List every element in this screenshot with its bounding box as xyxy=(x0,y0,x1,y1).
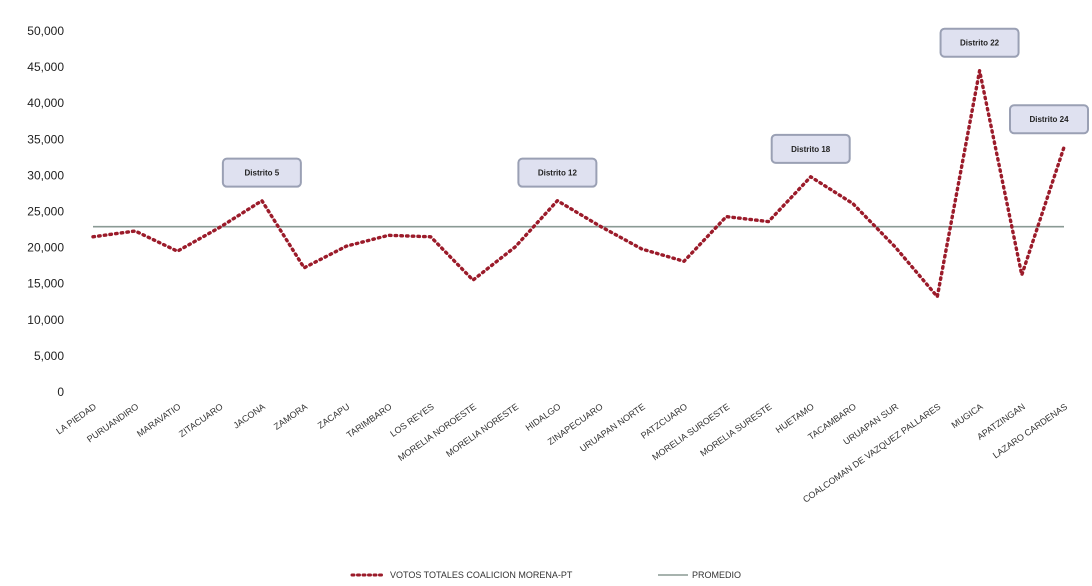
callout-label: Distrito 12 xyxy=(538,169,578,178)
x-tick-label: ZAMORA xyxy=(272,401,309,431)
callout-label: Distrito 5 xyxy=(245,169,280,178)
x-tick-label: LAZARO CARDENAS xyxy=(991,401,1069,460)
callout-label: Distrito 18 xyxy=(791,145,831,154)
y-tick-label: 35,000 xyxy=(27,132,64,146)
votes-line-group xyxy=(91,69,1066,299)
callout-label: Distrito 22 xyxy=(960,39,1000,48)
callout-box: Distrito 18 xyxy=(770,133,851,164)
x-tick-label: MORELIA NORESTE xyxy=(444,401,520,459)
x-tick-label: ZACAPU xyxy=(316,401,352,430)
series-line-votos xyxy=(91,69,1066,299)
callout-frame xyxy=(939,27,1020,58)
y-tick-label: 30,000 xyxy=(27,168,64,182)
x-tick-label: MORELIA SURESTE xyxy=(698,401,773,458)
y-tick-label: 0 xyxy=(57,385,64,399)
y-tick-label: 45,000 xyxy=(27,60,64,74)
x-tick-label: MARAVATIO xyxy=(135,401,183,438)
callout-box: Distrito 24 xyxy=(1009,104,1089,135)
callout-box: Distrito 5 xyxy=(221,157,302,188)
y-tick-label: 15,000 xyxy=(27,277,64,291)
callout-frame xyxy=(1009,104,1089,135)
y-tick-label: 10,000 xyxy=(27,313,64,327)
callout-frame xyxy=(517,157,598,188)
legend: VOTOS TOTALES COALICION MORENA-PT PROMED… xyxy=(350,570,741,580)
legend-average-label: PROMEDIO xyxy=(692,570,741,580)
y-tick-label: 25,000 xyxy=(27,205,64,219)
callout-frame xyxy=(221,157,302,188)
x-tick-label: HUETAMO xyxy=(774,401,816,435)
callout-frame xyxy=(770,133,851,164)
y-tick-label: 50,000 xyxy=(27,24,64,38)
y-tick-label: 20,000 xyxy=(27,241,64,255)
y-tick-label: 5,000 xyxy=(34,349,64,363)
callout-box: Distrito 22 xyxy=(939,27,1020,58)
y-axis-ticks: 0 5,000 10,000 15,000 20,000 25,000 30,000 35,0… xyxy=(27,24,64,399)
legend-votes-label: VOTOS TOTALES COALICION MORENA-PT xyxy=(390,570,573,580)
x-tick-label: TARIMBARO xyxy=(345,401,394,440)
callout-box: Distrito 12 xyxy=(517,157,598,188)
x-tick-label: MUGICA xyxy=(949,401,984,430)
y-tick-label: 40,000 xyxy=(27,96,64,110)
x-tick-label: MORELIA NOROESTE xyxy=(396,401,478,463)
x-tick-label: JACONA xyxy=(231,401,267,430)
callout-label: Distrito 24 xyxy=(1029,115,1069,124)
x-tick-label: MORELIA SUROESTE xyxy=(650,401,731,462)
district-callouts: Distrito 5 Distrito 12 Distrito 18 Distrito… xyxy=(221,27,1089,188)
x-tick-label: ZITACUARO xyxy=(177,401,225,439)
x-tick-label: HIDALGO xyxy=(524,401,563,432)
